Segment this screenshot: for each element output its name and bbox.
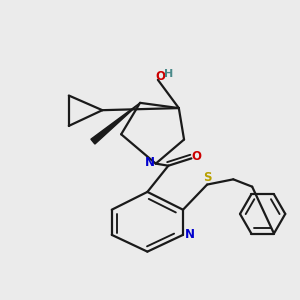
Text: S: S: [203, 171, 212, 184]
Text: H: H: [164, 68, 173, 79]
Text: N: N: [185, 228, 195, 242]
Text: O: O: [191, 150, 201, 163]
Text: O: O: [155, 70, 165, 83]
Polygon shape: [91, 103, 140, 144]
Text: N: N: [145, 155, 154, 169]
